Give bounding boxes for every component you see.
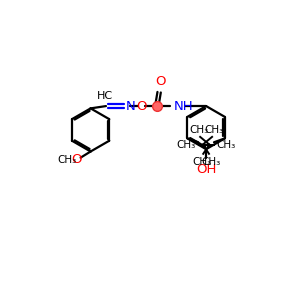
Text: CH₃: CH₃ — [201, 157, 220, 167]
Text: HC: HC — [97, 92, 113, 101]
Text: CH₃: CH₃ — [189, 124, 208, 135]
Text: CH₃: CH₃ — [204, 124, 223, 135]
Text: OH: OH — [196, 163, 216, 176]
Text: CH₃: CH₃ — [57, 155, 76, 165]
Text: CH₃: CH₃ — [176, 140, 196, 150]
Text: CH₃: CH₃ — [217, 140, 236, 150]
Text: NH: NH — [174, 100, 194, 112]
Text: O: O — [136, 100, 147, 112]
Text: O: O — [71, 153, 82, 166]
Text: N: N — [125, 100, 135, 112]
Text: CH₃: CH₃ — [192, 157, 211, 167]
Text: O: O — [155, 75, 166, 88]
